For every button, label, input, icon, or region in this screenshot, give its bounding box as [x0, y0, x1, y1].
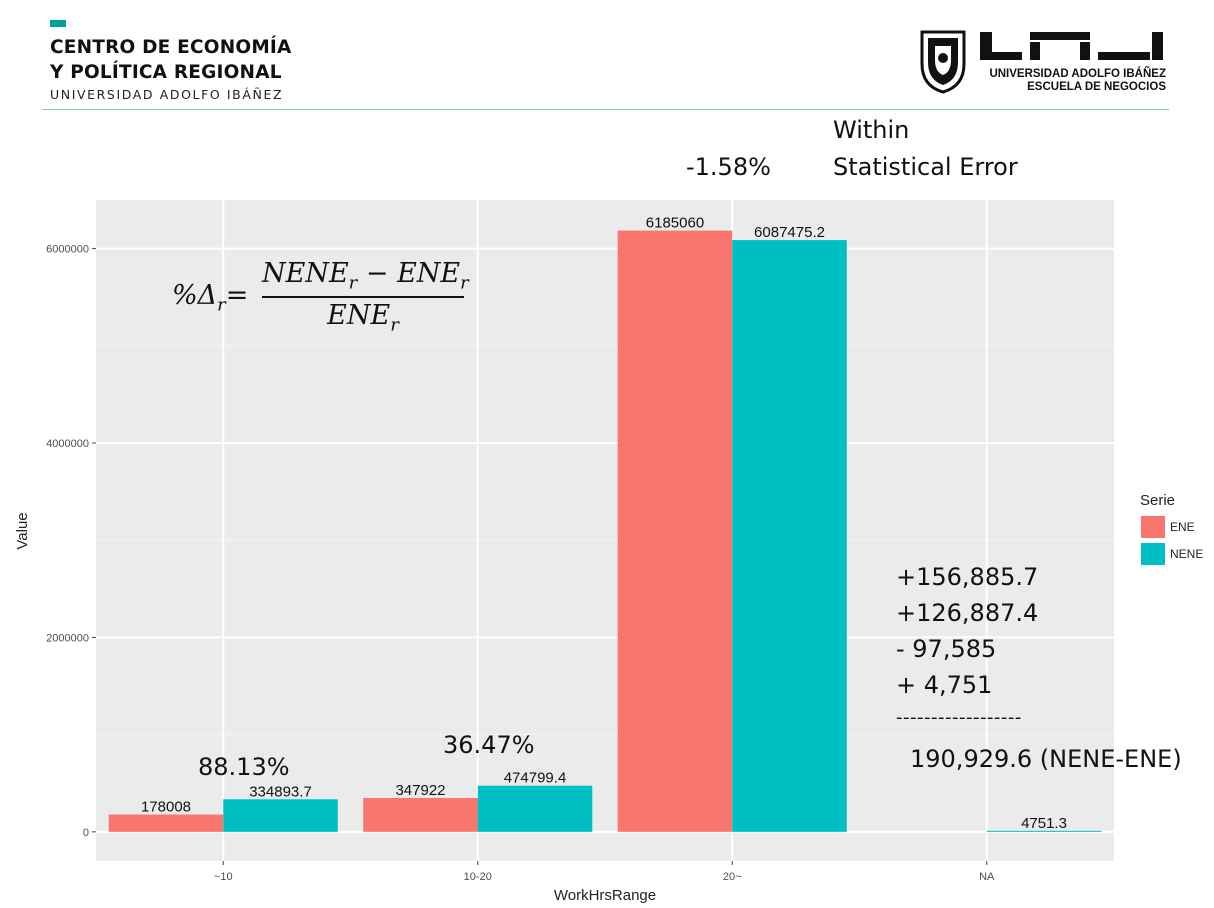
x-tick-label: ~10	[214, 871, 233, 883]
data-label-ene-2: 347922	[395, 782, 445, 799]
formula-numerator-sub: r	[348, 272, 358, 294]
y-tick-label: 0	[83, 827, 89, 839]
uai-caption-line2: ESCUELA DE NEGOCIOS	[1027, 81, 1166, 93]
sum-total: 190,929.6 (NENE-ENE)	[910, 745, 1182, 773]
data-label-nene-4: 4751.3	[1021, 815, 1067, 832]
legend-label-ene: ENE	[1170, 520, 1195, 534]
within-error-line1: Within	[833, 116, 910, 144]
x-tick-label: 20~	[723, 871, 742, 883]
logo-mark	[50, 20, 66, 27]
formula-minus-sub: r	[460, 272, 469, 294]
x-tick-label: NA	[979, 871, 995, 883]
pct-change-10-20: 36.47%	[443, 731, 535, 759]
uai-caption-line1: UNIVERSIDAD ADOLFO IBÁÑEZ	[989, 68, 1166, 80]
data-label-nene-2: 474799.4	[504, 770, 567, 787]
legend-label-nene: NENE	[1170, 547, 1204, 561]
uai-caption: UNIVERSIDAD ADOLFO IBÁÑEZ ESCUELA DE NEG…	[980, 68, 1166, 94]
formula-denominator: ENE	[327, 300, 391, 331]
formula-fraction-bar	[262, 296, 464, 298]
bar-nene-1	[223, 799, 338, 832]
sum-line-1: +156,885.7	[896, 563, 1039, 591]
sum-line-3: - 97,585	[896, 635, 997, 663]
plot-panel	[96, 200, 1114, 861]
formula-denominator-sub: r	[390, 314, 399, 336]
bar-ene-1	[108, 814, 224, 832]
legend-key-ene	[1141, 516, 1165, 538]
header-divider	[42, 109, 1169, 110]
pct-change-20: -1.58%	[686, 153, 771, 181]
y-axis-title: Value	[14, 512, 31, 549]
center-name-line1: CENTRO DE ECONOMÍA	[50, 37, 292, 58]
formula-lhs-sub: r	[217, 294, 226, 316]
bar-nene-4	[986, 830, 1102, 832]
center-university: UNIVERSIDAD ADOLFO IBÁÑEZ	[50, 87, 284, 102]
bar-ene-3	[617, 230, 733, 832]
formula-lhs: %Δ	[172, 280, 218, 311]
legend-title: Serie	[1140, 492, 1176, 509]
pct-change-10: 88.13%	[198, 753, 290, 781]
bar-nene-2	[477, 785, 593, 832]
y-tick-label: 2000000	[46, 632, 89, 644]
data-label-ene-1: 178008	[141, 799, 191, 816]
bar-ene-2	[363, 798, 478, 832]
formula-minus: − ENE	[357, 258, 461, 289]
x-axis-title: WorkHrsRange	[554, 887, 656, 904]
center-name-line2: Y POLÍTICA REGIONAL	[50, 62, 282, 83]
sum-line-4: + 4,751	[896, 671, 993, 699]
formula-numerator: NENE	[262, 258, 349, 289]
x-tick-label: 10-20	[464, 871, 492, 883]
sum-line-2: +126,887.4	[896, 599, 1039, 627]
sum-separator: ------------------	[896, 707, 1022, 728]
uai-letters-icon	[980, 32, 1163, 60]
uai-crest-icon	[920, 30, 966, 94]
y-tick-label: 4000000	[46, 438, 89, 450]
data-label-ene-3: 6185060	[646, 215, 704, 232]
legend-key-nene	[1141, 543, 1165, 565]
uai-logo	[918, 28, 1168, 98]
center-logo: CENTRO DE ECONOMÍA Y POLÍTICA REGIONAL U…	[50, 20, 292, 102]
data-label-nene-3: 6087475.2	[754, 224, 825, 241]
bar-nene-3	[732, 240, 847, 832]
data-label-nene-1: 334893.7	[249, 783, 312, 800]
y-tick-label: 6000000	[46, 244, 89, 256]
within-error-line2: Statistical Error	[833, 153, 1018, 181]
